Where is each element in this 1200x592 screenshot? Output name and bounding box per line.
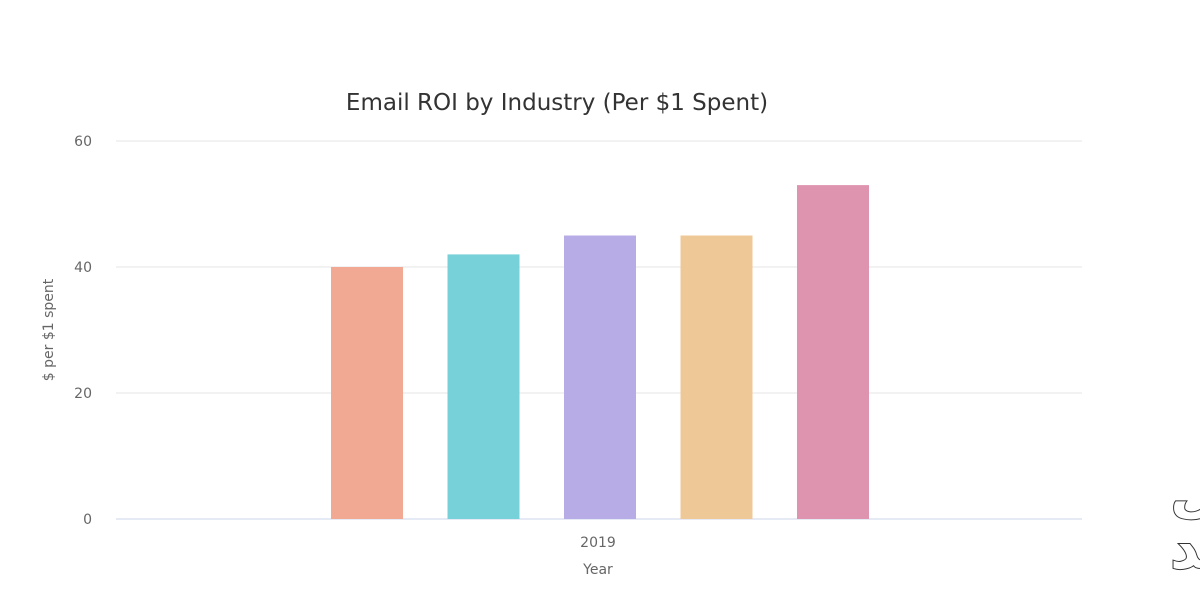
x-tick-label: 2019: [580, 535, 616, 551]
bars: [331, 185, 869, 519]
watermark-line2: وجديد: [1170, 514, 1200, 583]
y-tick-label: 0: [83, 512, 92, 528]
bar-series-3: [564, 235, 636, 519]
bar-series-2: [447, 254, 520, 519]
bar-series-4: [680, 235, 753, 519]
watermark-logo: مستعمل وجديد: [1169, 455, 1200, 584]
bar-series-1: [331, 267, 403, 519]
y-tick-labels: 0 20 40 60: [74, 134, 92, 528]
y-tick-label: 40: [74, 260, 92, 276]
y-axis-label: $ per $1 spent: [41, 278, 57, 381]
chart-title: Email ROI by Industry (Per $1 Spent): [346, 90, 768, 116]
x-axis-label: Year: [582, 562, 613, 578]
watermark-line1: مستعمل: [1170, 456, 1200, 524]
x-tick-labels: 2019: [580, 535, 616, 551]
bar-series-5: [797, 185, 869, 519]
y-tick-label: 60: [74, 134, 92, 150]
y-tick-label: 20: [74, 386, 92, 402]
